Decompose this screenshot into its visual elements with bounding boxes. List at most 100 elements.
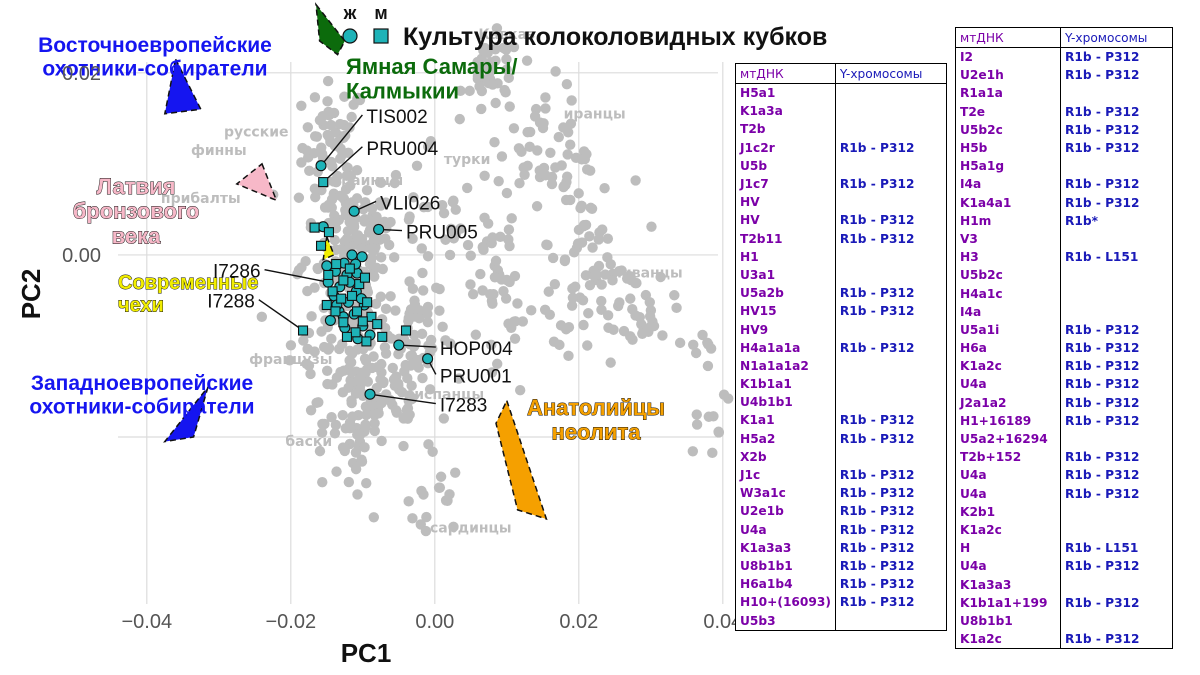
mtdna-cell: H1+16189	[955, 411, 1061, 430]
reference-point	[509, 270, 521, 282]
ychrom-cell: R1b - P312	[1065, 68, 1140, 83]
table-row: K1a1 R1b - P312	[735, 411, 947, 430]
group-label-line: Ямная Самары/	[346, 54, 518, 79]
mtdna-cell: H1	[735, 247, 836, 266]
reference-point	[361, 478, 372, 489]
bell-beaker-male-point	[309, 222, 320, 233]
reference-point	[337, 149, 348, 160]
mtdna-cell: K1a2c	[955, 520, 1061, 540]
group-label-line: Анатолийцы	[527, 395, 665, 420]
table-row: W3a1c R1b - P312	[735, 484, 947, 503]
reference-point	[674, 337, 686, 349]
reference-point	[438, 413, 450, 424]
reference-point	[424, 384, 436, 395]
reference-point	[513, 143, 525, 154]
reference-point	[503, 72, 514, 84]
reference-point	[707, 447, 718, 459]
reference-point	[603, 322, 614, 333]
sample-leader-line	[322, 146, 363, 183]
mtdna-cell: HV	[735, 211, 836, 230]
reference-point	[587, 242, 598, 253]
reference-point	[486, 367, 498, 378]
ychrom-cell: R1b - P312	[1065, 195, 1140, 210]
reference-point	[485, 339, 497, 351]
reference-point	[450, 467, 461, 478]
reference-point	[539, 304, 551, 315]
reference-point	[321, 365, 333, 376]
reference-point	[306, 311, 317, 322]
ychrom-cell	[835, 120, 946, 138]
reference-point	[454, 113, 465, 125]
reference-point	[556, 160, 567, 171]
reference-point	[390, 305, 401, 316]
column-header-mtdna: мтДНК	[955, 27, 1061, 48]
ychrom-cell: R1b - P312	[839, 540, 915, 555]
table-row: J1c2r R1b - P312	[735, 138, 947, 157]
table-row: U5b2c R1b - P312	[955, 120, 1173, 139]
reference-point	[558, 181, 569, 193]
bell-beaker-male-point	[400, 325, 412, 336]
ychrom-cell: R1b - P312	[1065, 122, 1140, 137]
reference-point	[389, 177, 400, 189]
reference-point	[366, 244, 378, 255]
reference-point	[341, 162, 353, 173]
table-row: H4a1c	[955, 284, 1173, 303]
group-label-line: охотники-собиратели	[42, 58, 267, 81]
reference-point	[482, 218, 494, 229]
reference-point	[344, 355, 355, 366]
reference-point	[437, 321, 448, 333]
reference-point	[422, 317, 434, 328]
reference-point	[369, 418, 380, 429]
reference-point	[304, 165, 315, 176]
mtdna-cell: U3a1	[735, 265, 836, 285]
reference-point	[367, 400, 378, 411]
table-row: U5a1i R1b - P312	[955, 320, 1173, 339]
table-row: H1m R1b*	[955, 211, 1173, 230]
table-row: U4a R1b - P312	[955, 375, 1173, 394]
reference-point	[521, 55, 533, 66]
reference-point	[492, 358, 503, 370]
reference-point	[434, 482, 446, 493]
reference-point	[413, 313, 425, 324]
group-polygons	[163, 2, 548, 521]
reference-point	[434, 305, 445, 316]
bell-beaker-female-point	[422, 353, 434, 365]
reference-point	[547, 252, 559, 264]
reference-point	[329, 234, 340, 246]
ychrom-cell: R1b - P312	[1065, 632, 1140, 647]
bell-beaker-male-point	[315, 240, 327, 251]
reference-point	[607, 275, 618, 286]
table-row: K1a2c R1b - P312	[955, 357, 1173, 376]
mtdna-cell: T2e	[955, 102, 1061, 121]
group-label-line: неолита	[552, 420, 642, 445]
reference-point	[562, 149, 573, 160]
reference-point	[484, 289, 496, 300]
mtdna-cell: U5b2c	[955, 266, 1061, 285]
bell-beaker-female-point	[324, 314, 336, 327]
reference-population-label: украинцы	[322, 173, 403, 189]
reference-point	[558, 122, 569, 133]
reference-point	[385, 216, 396, 228]
reference-point	[370, 233, 381, 245]
ychrom-cell: R1b - P312	[839, 213, 915, 228]
reference-point	[487, 298, 498, 309]
ychrom-cell: R1b - L151	[1065, 250, 1139, 265]
reference-point	[596, 279, 607, 290]
mtdna-cell: J1c	[735, 465, 836, 485]
reference-point	[327, 161, 338, 172]
reference-point	[381, 392, 392, 403]
reference-point	[302, 343, 313, 355]
ychrom-cell	[835, 357, 946, 375]
reference-point	[578, 219, 590, 231]
group-polygon	[495, 398, 548, 521]
reference-point	[309, 282, 320, 293]
table-row: U4a R1b - P312	[955, 466, 1173, 485]
reference-point	[341, 170, 352, 182]
group-label: Восточноевропейские охотники-собиратели	[38, 34, 272, 81]
reference-point	[411, 160, 423, 172]
reference-point	[691, 419, 703, 430]
reference-population-label: иранцы	[564, 106, 626, 122]
reference-point	[508, 123, 520, 134]
reference-point	[360, 421, 371, 433]
